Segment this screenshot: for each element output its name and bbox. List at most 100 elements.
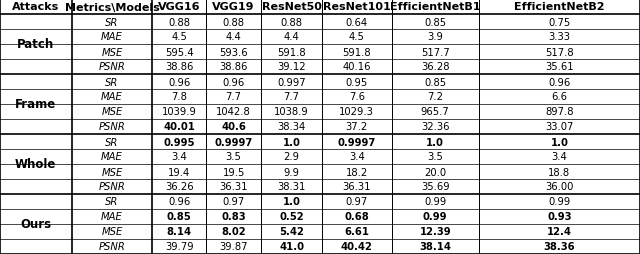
Text: 517.8: 517.8 [545,47,573,57]
Text: 36.31: 36.31 [342,182,371,192]
Text: 38.36: 38.36 [543,242,575,251]
Text: 0.95: 0.95 [346,77,368,87]
Text: 7.2: 7.2 [428,92,443,102]
Text: 517.7: 517.7 [421,47,449,57]
Text: 37.2: 37.2 [346,122,368,132]
Text: 591.8: 591.8 [277,47,306,57]
Text: 965.7: 965.7 [421,107,449,117]
Text: PSNR: PSNR [99,122,125,132]
Text: MAE: MAE [101,152,123,162]
Text: ResNet50: ResNet50 [262,3,321,12]
Text: 0.96: 0.96 [223,77,244,87]
Text: 1.0: 1.0 [550,137,568,147]
Text: MAE: MAE [101,92,123,102]
Text: ResNet101: ResNet101 [323,3,390,12]
Text: SR: SR [106,18,118,27]
Text: 40.6: 40.6 [221,122,246,132]
Text: Metrics\Models: Metrics\Models [65,3,159,12]
Text: 0.85: 0.85 [424,77,446,87]
Text: 1.0: 1.0 [426,137,444,147]
Text: 3.33: 3.33 [548,32,570,42]
Text: 0.83: 0.83 [221,212,246,222]
Text: 38.86: 38.86 [220,62,248,72]
Text: 2.9: 2.9 [284,152,300,162]
Text: 6.61: 6.61 [344,227,369,236]
Text: MSE: MSE [101,227,123,236]
Text: 0.68: 0.68 [344,212,369,222]
Text: 7.6: 7.6 [349,92,365,102]
Text: 41.0: 41.0 [279,242,304,251]
Text: 0.997: 0.997 [277,77,306,87]
Text: 36.31: 36.31 [220,182,248,192]
Text: 36.28: 36.28 [421,62,449,72]
Text: 6.6: 6.6 [552,92,568,102]
Text: 4.4: 4.4 [284,32,300,42]
Text: 0.99: 0.99 [423,212,447,222]
Text: 39.12: 39.12 [277,62,306,72]
Text: 4.5: 4.5 [172,32,187,42]
Text: 40.42: 40.42 [341,242,372,251]
Text: 3.5: 3.5 [428,152,443,162]
Text: 0.85: 0.85 [167,212,191,222]
Text: 0.97: 0.97 [223,197,244,207]
Text: 0.93: 0.93 [547,212,572,222]
Text: Whole: Whole [15,158,56,171]
Text: 18.2: 18.2 [346,167,368,177]
Text: PSNR: PSNR [99,62,125,72]
Text: 40.01: 40.01 [163,122,195,132]
Text: 19.5: 19.5 [223,167,244,177]
Text: 7.8: 7.8 [172,92,187,102]
Text: 593.6: 593.6 [220,47,248,57]
Text: 38.34: 38.34 [277,122,306,132]
Text: 33.07: 33.07 [545,122,573,132]
Text: Patch: Patch [17,38,54,51]
Text: MSE: MSE [101,47,123,57]
Text: 0.9997: 0.9997 [214,137,253,147]
Text: 3.4: 3.4 [552,152,567,162]
Text: 35.69: 35.69 [421,182,449,192]
Text: 0.96: 0.96 [168,77,190,87]
Text: 1.0: 1.0 [283,197,300,207]
Text: 7.7: 7.7 [284,92,300,102]
Text: 0.97: 0.97 [346,197,368,207]
Text: 38.14: 38.14 [419,242,451,251]
Text: 3.4: 3.4 [349,152,365,162]
Text: 36.00: 36.00 [545,182,573,192]
Text: 0.88: 0.88 [223,18,244,27]
Text: MAE: MAE [101,212,123,222]
Text: SR: SR [106,197,118,207]
Text: 1038.9: 1038.9 [274,107,309,117]
Text: 20.0: 20.0 [424,167,446,177]
Text: 0.99: 0.99 [548,197,570,207]
Text: PSNR: PSNR [99,242,125,251]
Text: MAE: MAE [101,32,123,42]
Text: 0.85: 0.85 [424,18,446,27]
Text: 12.39: 12.39 [419,227,451,236]
Text: 0.96: 0.96 [548,77,570,87]
Text: MSE: MSE [101,167,123,177]
Text: 18.8: 18.8 [548,167,570,177]
Text: 12.4: 12.4 [547,227,572,236]
Text: 0.995: 0.995 [163,137,195,147]
Text: 1039.9: 1039.9 [162,107,196,117]
Text: 3.4: 3.4 [172,152,187,162]
Text: 591.8: 591.8 [342,47,371,57]
Text: 0.88: 0.88 [280,18,303,27]
Text: 8.14: 8.14 [166,227,192,236]
Text: VGG19: VGG19 [212,3,255,12]
Text: 39.87: 39.87 [220,242,248,251]
Text: 32.36: 32.36 [421,122,449,132]
Text: 39.79: 39.79 [165,242,193,251]
Text: 38.31: 38.31 [277,182,306,192]
Text: 1042.8: 1042.8 [216,107,251,117]
Text: EfficientNetB2: EfficientNetB2 [514,3,605,12]
Text: 4.4: 4.4 [226,32,241,42]
Text: EfficientNetB1: EfficientNetB1 [390,3,481,12]
Text: 5.42: 5.42 [279,227,304,236]
Text: 1.0: 1.0 [283,137,300,147]
Text: 0.88: 0.88 [168,18,190,27]
Text: 8.02: 8.02 [221,227,246,236]
Text: 0.75: 0.75 [548,18,570,27]
Text: SR: SR [106,137,118,147]
Text: 40.16: 40.16 [342,62,371,72]
